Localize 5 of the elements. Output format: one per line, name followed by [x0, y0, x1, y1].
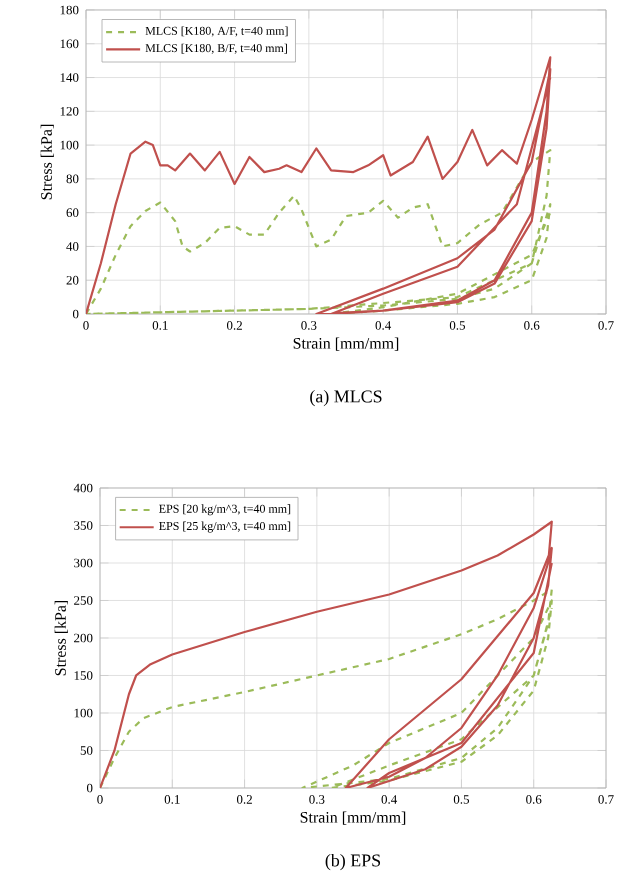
text: (a) MLCS — [310, 389, 382, 407]
text: (b) EPS — [325, 853, 381, 871]
line-series — [100, 588, 553, 788]
line-series — [86, 56, 552, 314]
line-series — [100, 520, 553, 788]
